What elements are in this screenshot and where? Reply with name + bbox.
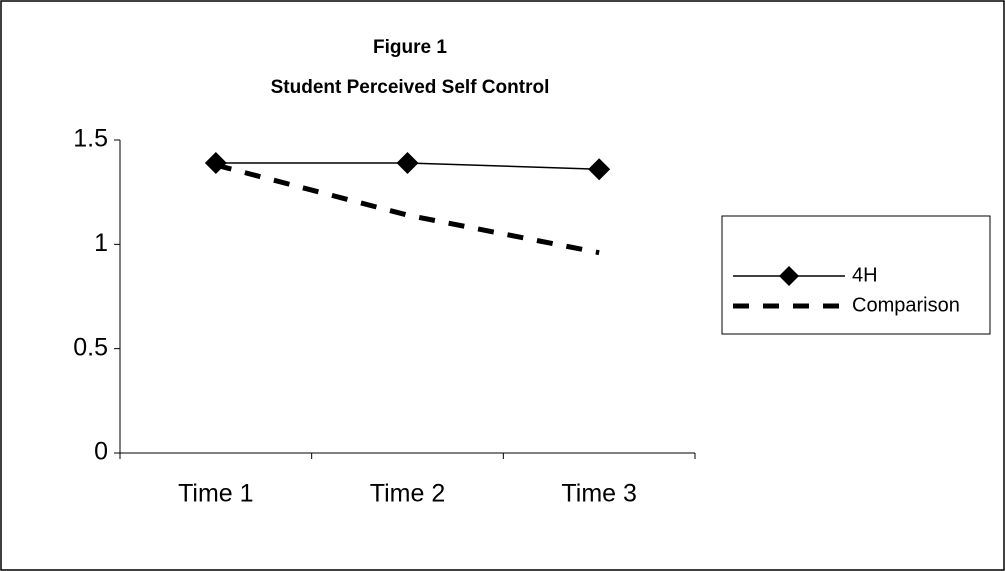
data-point (588, 158, 611, 181)
y-tick-label: 1.5 (73, 125, 108, 153)
series-line (215, 162, 600, 256)
chart-subtitle: Student Perceived Self Control (271, 77, 550, 98)
data-point (396, 151, 419, 174)
x-tick-label: Time 3 (561, 480, 636, 508)
legend-label: Comparison (852, 294, 960, 316)
x-tick-label: Time 2 (370, 480, 445, 508)
y-tick-label: 0.5 (73, 333, 108, 361)
y-tick-label: 1 (94, 229, 108, 257)
y-tick-label: 0 (94, 438, 108, 466)
chart-title: Figure 1 (373, 37, 447, 58)
legend-label: 4H (852, 264, 878, 286)
x-tick-label: Time 1 (178, 480, 253, 508)
legend-marker (779, 266, 799, 286)
legend-box (721, 215, 991, 335)
